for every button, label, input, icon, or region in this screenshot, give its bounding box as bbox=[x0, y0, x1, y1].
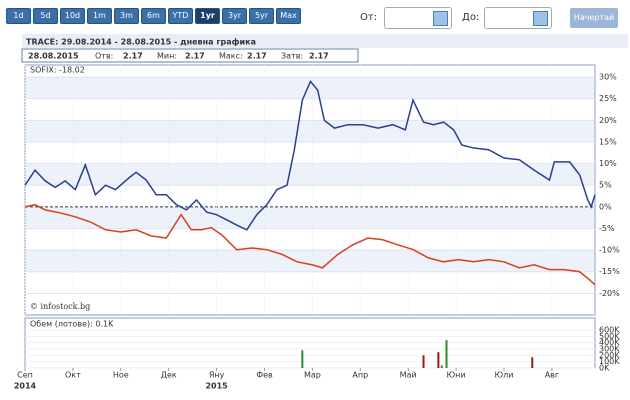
x-tick-label: Юли bbox=[495, 371, 514, 380]
x-tick-label: Окт bbox=[65, 371, 81, 380]
range-button[interactable]: 1d bbox=[6, 8, 31, 24]
y-tick-label: 15% bbox=[599, 137, 617, 146]
y-tick-label: -15% bbox=[599, 267, 620, 276]
y-tick-label: 100K bbox=[599, 357, 620, 366]
volume-bar bbox=[301, 350, 304, 368]
range-button[interactable]: 5d bbox=[33, 8, 58, 24]
grid-band bbox=[26, 120, 594, 142]
info-label: Отв: bbox=[95, 52, 113, 61]
x-tick-label: Юни bbox=[447, 371, 466, 380]
calendar-icon[interactable] bbox=[533, 11, 548, 26]
y-tick-label: -10% bbox=[599, 246, 620, 255]
grid-band bbox=[26, 206, 594, 229]
info-value: 2.17 bbox=[185, 52, 205, 61]
y-tick-label: -5% bbox=[599, 224, 615, 233]
range-button[interactable]: YTD bbox=[168, 8, 193, 24]
series-line bbox=[24, 80, 596, 231]
grid-band bbox=[26, 163, 594, 186]
volume-bar bbox=[422, 355, 425, 368]
y-tick-label: 500K bbox=[599, 332, 620, 341]
info-label: Затв: bbox=[281, 52, 303, 61]
y-tick-label: 600K bbox=[599, 326, 620, 335]
to-label: До: bbox=[462, 12, 480, 23]
y-tick-label: 300K bbox=[599, 345, 620, 354]
volume-bar bbox=[531, 357, 534, 368]
watermark: © infostock.bg bbox=[30, 302, 90, 311]
info-label: Мин: bbox=[157, 52, 177, 61]
x-tick-label: Сеп bbox=[17, 371, 33, 380]
year-label: 2015 bbox=[205, 382, 228, 391]
range-button[interactable]: 10d bbox=[60, 8, 85, 24]
info-value: 2.17 bbox=[309, 52, 329, 61]
info-label: Макс: bbox=[219, 52, 243, 61]
range-button[interactable]: 3m bbox=[114, 8, 139, 24]
y-tick-label: 400K bbox=[599, 338, 620, 347]
y-tick-label: 0K bbox=[599, 364, 610, 373]
price-pane bbox=[24, 64, 596, 316]
from-label: От: bbox=[360, 12, 378, 23]
x-tick-label: Фев bbox=[256, 371, 273, 380]
volume-bar bbox=[445, 340, 448, 368]
range-button[interactable]: 1yr bbox=[195, 8, 220, 24]
range-button[interactable]: 1m bbox=[87, 8, 112, 24]
series-line bbox=[24, 203, 596, 286]
info-date: 28.08.2015 bbox=[28, 52, 79, 61]
info-value: 2.17 bbox=[123, 52, 143, 61]
range-button[interactable]: 6m bbox=[141, 8, 166, 24]
grid-band bbox=[26, 77, 594, 99]
y-tick-label: -20% bbox=[599, 289, 620, 298]
y-tick-label: 10% bbox=[599, 159, 617, 168]
chart-title: TRACE: 29.08.2014 - 28.08.2015 - дневна … bbox=[26, 38, 256, 47]
from-input[interactable] bbox=[384, 7, 452, 29]
title-strip bbox=[22, 34, 628, 48]
grid-band bbox=[26, 250, 594, 272]
info-box bbox=[21, 48, 359, 63]
draw-button[interactable]: Начертай bbox=[570, 8, 618, 28]
calendar-icon[interactable] bbox=[433, 11, 448, 26]
year-label: 2014 bbox=[14, 382, 37, 391]
range-button[interactable]: 5yr bbox=[249, 8, 274, 24]
volume-bar bbox=[440, 365, 443, 368]
x-tick-label: Май bbox=[400, 371, 417, 380]
y-tick-label: 0% bbox=[599, 202, 612, 211]
toolbar: 1d 5d 10d 1m 3m 6m YTD 1yr 3yr 5yr Max От: До: Нач… bbox=[0, 0, 630, 36]
x-tick-label: Яну bbox=[209, 371, 225, 380]
volume-title: Обем (лотове): 0.1K bbox=[30, 320, 114, 329]
to-input[interactable] bbox=[484, 7, 552, 29]
volume-bar bbox=[437, 352, 440, 368]
y-tick-label: 20% bbox=[599, 116, 617, 125]
y-tick-label: 30% bbox=[599, 73, 617, 82]
info-value: 2.17 bbox=[247, 52, 267, 61]
legend-label: SOFIX: -18.02 bbox=[30, 66, 85, 75]
range-button[interactable]: Max bbox=[276, 8, 301, 24]
x-tick-label: Ное bbox=[113, 371, 129, 380]
x-tick-label: Дек bbox=[161, 371, 177, 380]
x-tick-label: Апр bbox=[352, 371, 368, 380]
x-tick-label: Авг bbox=[545, 371, 559, 380]
y-tick-label: 5% bbox=[599, 181, 612, 190]
range-button[interactable]: 3yr bbox=[222, 8, 247, 24]
y-tick-label: 25% bbox=[599, 94, 617, 103]
x-tick-label: Мар bbox=[304, 371, 321, 380]
y-tick-label: 200K bbox=[599, 351, 620, 360]
